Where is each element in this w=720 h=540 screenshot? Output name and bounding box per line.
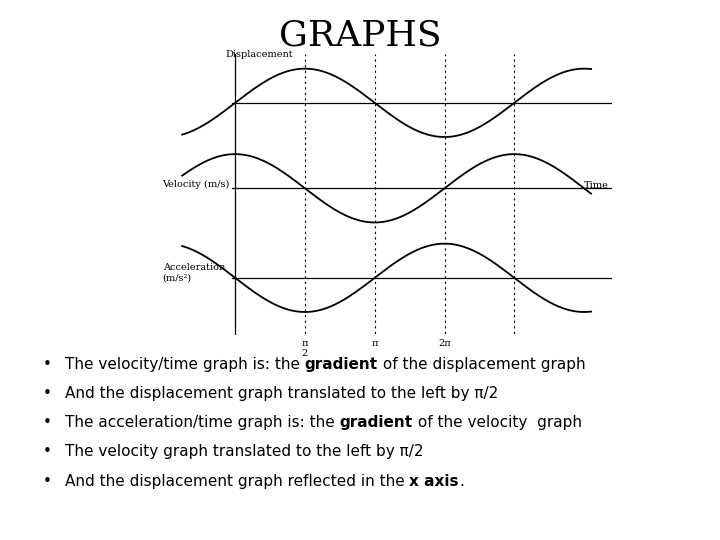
Text: π: π — [372, 339, 378, 348]
Text: •: • — [42, 386, 51, 401]
Text: .: . — [459, 474, 464, 489]
Text: And the displacement graph translated to the left by π/2: And the displacement graph translated to… — [65, 386, 498, 401]
Text: Velocity (m/s): Velocity (m/s) — [163, 180, 230, 189]
Text: of the displacement graph: of the displacement graph — [378, 357, 585, 372]
Text: And the displacement graph reflected in the: And the displacement graph reflected in … — [65, 474, 410, 489]
Text: of the velocity  graph: of the velocity graph — [413, 415, 582, 430]
Text: gradient: gradient — [339, 415, 413, 430]
Text: 2π: 2π — [438, 339, 451, 348]
Text: π
2: π 2 — [302, 339, 308, 358]
Text: GRAPHS: GRAPHS — [279, 19, 441, 53]
Text: •: • — [42, 444, 51, 460]
Text: gradient: gradient — [305, 357, 378, 372]
Text: The velocity/time graph is: the: The velocity/time graph is: the — [65, 357, 305, 372]
Text: Acceleration
(m/s²): Acceleration (m/s²) — [163, 263, 225, 282]
Text: x axis: x axis — [410, 474, 459, 489]
Text: Displacement: Displacement — [225, 50, 293, 59]
Text: •: • — [42, 357, 51, 372]
Text: •: • — [42, 415, 51, 430]
Text: •: • — [42, 474, 51, 489]
Text: The acceleration/time graph is: the: The acceleration/time graph is: the — [65, 415, 339, 430]
Text: The velocity graph translated to the left by π/2: The velocity graph translated to the lef… — [65, 444, 423, 460]
Text: Time: Time — [585, 181, 609, 191]
